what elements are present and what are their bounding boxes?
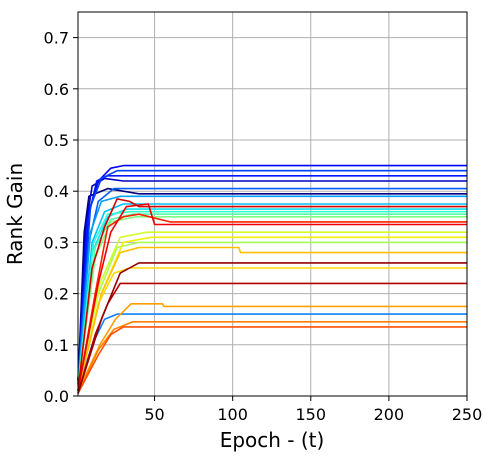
series-line-22: [77, 213, 467, 392]
x-axis-label: Epoch - (t): [220, 428, 325, 452]
series-line-20: [77, 320, 467, 394]
series-line-13: [77, 216, 467, 386]
series-line-6: [77, 187, 467, 386]
series-line-17: [77, 267, 467, 392]
y-tick-label: 0.7: [44, 29, 69, 48]
series-line-18: [77, 246, 467, 392]
x-tick-label: 200: [374, 405, 405, 424]
y-axis-label: Rank Gain: [3, 163, 27, 265]
series-line-8: [77, 195, 467, 386]
series-line-10: [77, 208, 467, 386]
series-line-19: [77, 302, 467, 392]
y-tick-label: 0.2: [44, 285, 69, 304]
series-line-3: [77, 164, 467, 381]
series-line-9: [77, 203, 467, 386]
y-tick-label: 0.5: [44, 131, 69, 150]
series-line-5: [77, 169, 467, 381]
y-tick-label: 0.4: [44, 182, 69, 201]
y-tick-label: 0.0: [44, 387, 69, 406]
series-line-23: [77, 203, 467, 392]
x-tick-label: 250: [452, 405, 483, 424]
series-lines: [77, 164, 467, 394]
series-line-1: [77, 187, 467, 386]
x-tick-label: 50: [144, 405, 164, 424]
y-tick-label: 0.6: [44, 80, 69, 99]
plot-frame: [77, 11, 468, 397]
x-tick-label: 100: [217, 405, 248, 424]
series-line-26: [77, 262, 467, 394]
x-tick-label: 150: [296, 405, 327, 424]
y-tick-label: 0.1: [44, 336, 69, 355]
x-axis-ticks: 50 100 150 200 250: [144, 396, 482, 424]
series-line-25: [77, 282, 467, 394]
series-line-2: [77, 177, 467, 381]
series-line-7: [77, 313, 467, 392]
series-line-21: [77, 326, 467, 394]
series-line-24: [77, 198, 467, 391]
y-tick-label: 0.3: [44, 233, 69, 252]
y-axis-ticks: 0.0 0.1 0.2 0.3 0.4 0.5 0.6 0.7: [44, 29, 78, 406]
series-line-15: [77, 231, 467, 386]
series-line-11: [77, 210, 467, 386]
